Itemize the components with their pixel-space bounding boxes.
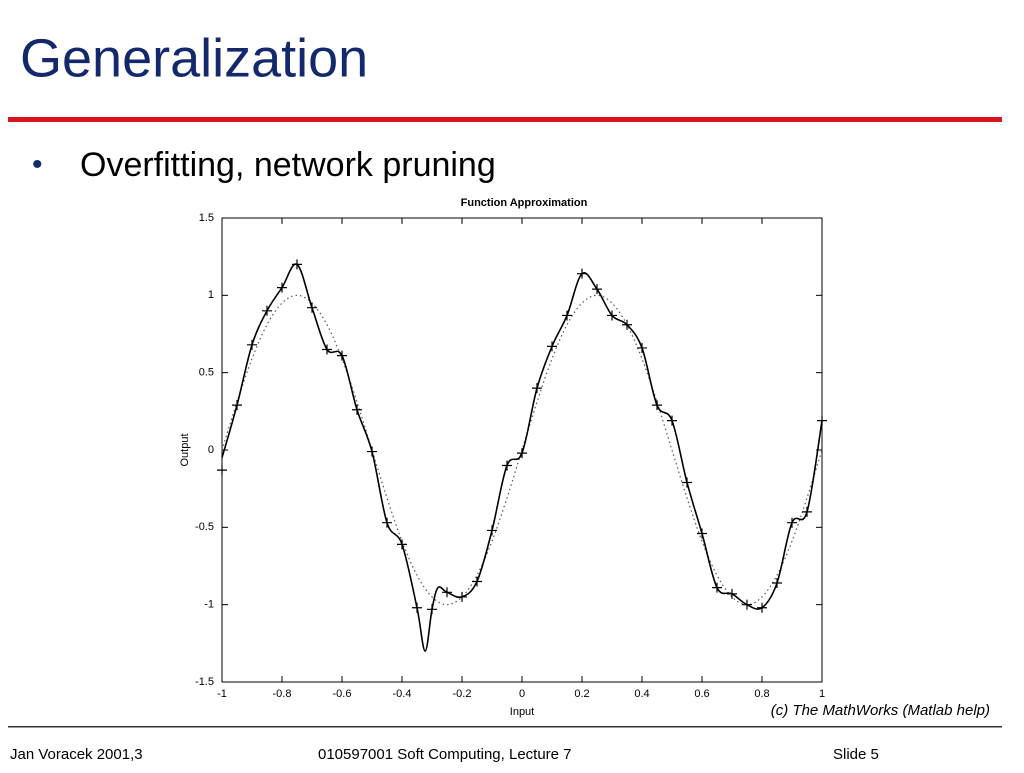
x-tick-label: -1 xyxy=(217,688,227,700)
x-tick-label: 0.8 xyxy=(754,688,769,700)
data-marker xyxy=(442,587,452,598)
chart-title: Function Approximation xyxy=(461,197,588,209)
x-tick-label: -0.6 xyxy=(333,688,352,700)
bullet-text: Overfitting, network pruning xyxy=(80,146,496,184)
footer-rule xyxy=(8,726,1002,728)
x-tick-label: 0 xyxy=(519,688,525,700)
data-marker xyxy=(382,517,392,528)
data-marker xyxy=(217,465,227,476)
data-marker xyxy=(532,383,542,394)
slide-title: Generalization xyxy=(20,28,368,88)
data-marker xyxy=(337,350,347,361)
data-marker xyxy=(772,578,782,589)
footer-right: Slide 5 xyxy=(833,746,879,763)
data-marker xyxy=(652,400,662,411)
data-marker xyxy=(592,284,602,295)
data-marker xyxy=(562,310,572,321)
y-tick-label: -1 xyxy=(204,599,214,611)
data-marker xyxy=(292,259,302,270)
plot: -1 -0.8 -0.6 -0.4 -0.2 0 0.2 0.4 0.6 0.8 1-1.5-1-0… xyxy=(195,212,827,700)
data-marker xyxy=(322,344,332,355)
data-marker xyxy=(232,400,242,411)
title-rule xyxy=(8,117,1002,122)
y-tick-label: 1.5 xyxy=(199,212,214,224)
data-marker xyxy=(817,415,827,426)
data-marker xyxy=(787,517,797,528)
x-tick-label: -0.2 xyxy=(453,688,472,700)
data-marker xyxy=(682,477,692,488)
data-marker xyxy=(397,539,407,550)
x-tick-label: 0.2 xyxy=(574,688,589,700)
y-tick-label: 1 xyxy=(208,289,214,301)
x-tick-label: 0.6 xyxy=(694,688,709,700)
data-marker xyxy=(352,404,362,415)
data-marker xyxy=(802,506,812,517)
x-tick-label: 0.4 xyxy=(634,688,649,700)
data-marker xyxy=(667,415,677,426)
data-marker xyxy=(517,448,527,459)
data-marker xyxy=(622,319,632,330)
data-marker xyxy=(247,339,257,350)
data-marker xyxy=(742,599,752,610)
data-marker xyxy=(637,342,647,353)
data-marker xyxy=(487,525,497,536)
caption: (c) The MathWorks (Matlab help) xyxy=(771,702,990,719)
y-tick-label: -0.5 xyxy=(195,521,214,533)
data-marker xyxy=(457,591,467,602)
data-marker xyxy=(307,302,317,313)
bullet-dot: • xyxy=(32,148,43,181)
y-tick-label: 0 xyxy=(208,444,214,456)
data-marker xyxy=(412,602,422,613)
footer-left: Jan Voracek 2001,3 xyxy=(10,746,143,763)
data-marker xyxy=(697,528,707,539)
data-marker xyxy=(262,305,272,316)
data-marker xyxy=(607,310,617,321)
data-marker xyxy=(427,604,437,615)
x-axis-label: Input xyxy=(510,706,534,718)
data-marker xyxy=(757,602,767,613)
data-marker xyxy=(547,341,557,352)
data-marker xyxy=(277,282,287,293)
y-tick-label: -1.5 xyxy=(195,676,214,688)
x-tick-label: -0.4 xyxy=(393,688,412,700)
y-tick-label: 0.5 xyxy=(199,367,214,379)
x-tick-label: 1 xyxy=(819,688,825,700)
x-tick-label: -0.8 xyxy=(273,688,292,700)
data-marker xyxy=(502,460,512,471)
data-marker xyxy=(727,588,737,599)
y-axis-label: Output xyxy=(179,433,191,466)
data-marker xyxy=(577,268,587,279)
data-marker xyxy=(367,446,377,457)
data-marker xyxy=(472,576,482,587)
footer-center: 010597001 Soft Computing, Lecture 7 xyxy=(318,746,572,763)
data-marker xyxy=(712,582,722,593)
